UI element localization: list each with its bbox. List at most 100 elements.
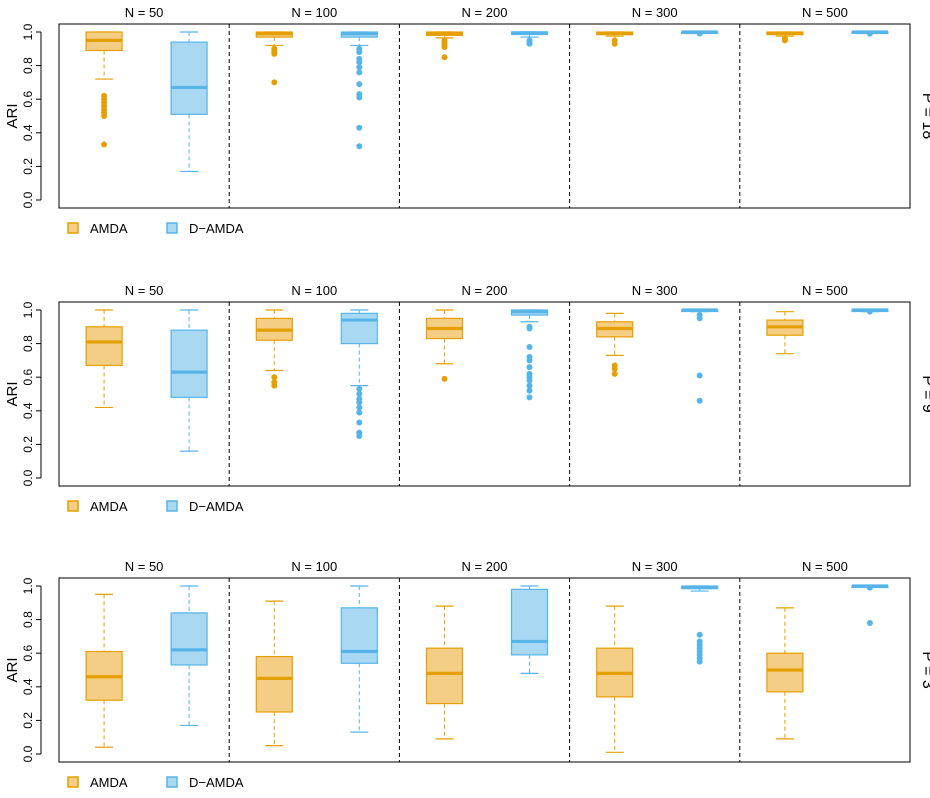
damda-box-1: [170, 309, 208, 452]
category-label: N = 300: [632, 5, 678, 20]
y-tick-label: 0.8: [21, 335, 35, 352]
outlier-point: [356, 419, 363, 426]
outlier-point: [696, 397, 703, 404]
outlier-point: [696, 312, 703, 319]
panel-3: N = 50 N = 100 N = 200 N = 300 N = 500 0.0 0.2…: [4, 559, 930, 790]
category-label: N = 200: [462, 283, 508, 298]
legend-item-damda: D−AMDA: [166, 775, 244, 790]
legend-swatch: [166, 222, 178, 234]
outlier-point: [526, 354, 533, 361]
outlier-point: [866, 30, 873, 37]
panel-label: P = 3: [919, 651, 930, 689]
legend-label: AMDA: [90, 775, 128, 790]
legend-item-amda: AMDA: [67, 775, 128, 790]
outlier-point: [271, 45, 278, 52]
outlier-point: [781, 35, 788, 42]
legend-label: AMDA: [90, 221, 128, 236]
damda-box-4: [681, 30, 719, 37]
damda-box-2: [340, 585, 378, 733]
category-label: N = 500: [802, 559, 848, 574]
category-label: N = 300: [632, 559, 678, 574]
amda-box-1: [85, 31, 123, 148]
category-label: N = 500: [802, 5, 848, 20]
outlier-point: [866, 619, 873, 626]
outlier-point: [696, 631, 703, 638]
legend-swatch: [166, 776, 178, 788]
legend-item-damda: D−AMDA: [166, 499, 244, 514]
outlier-point: [526, 394, 533, 401]
y-tick-label: 0.6: [21, 645, 35, 662]
category-label: N = 50: [125, 283, 164, 298]
category-label: N = 50: [125, 5, 164, 20]
damda-box-3: [510, 309, 549, 401]
y-tick-label: 0.8: [21, 611, 35, 628]
box-iqr: [510, 588, 549, 656]
outlier-point: [356, 91, 363, 98]
category-label: N = 200: [462, 5, 508, 20]
y-tick-label: 0.6: [21, 369, 35, 386]
outlier-point: [356, 45, 363, 52]
legend-item-amda: AMDA: [67, 221, 128, 236]
box-iqr: [255, 655, 293, 713]
outlier-point: [101, 92, 108, 99]
outlier-point: [866, 584, 873, 591]
y-axis-title: ARI: [4, 103, 21, 128]
damda-box-2: [340, 309, 378, 439]
amda-box-3: [425, 309, 464, 382]
legend-item-damda: D−AMDA: [166, 221, 244, 236]
y-tick-label: 0.4: [21, 402, 35, 419]
damda-box-1: [170, 31, 208, 173]
panel-2: N = 50 N = 100 N = 200 N = 300 N = 500 0.0 0.2…: [4, 283, 930, 514]
outlier-point: [611, 362, 618, 369]
outlier-point: [441, 37, 448, 44]
legend-label: D−AMDA: [189, 221, 244, 236]
y-tick-label: 0.0: [21, 745, 35, 762]
category-label: N = 100: [291, 559, 337, 574]
legend-label: D−AMDA: [189, 775, 244, 790]
box-iqr: [170, 612, 208, 666]
outlier-point: [356, 69, 363, 76]
damda-box-5: [851, 30, 889, 37]
amda-box-1: [85, 593, 123, 748]
y-tick-label: 0.4: [21, 678, 35, 695]
outlier-point: [101, 141, 108, 148]
legend-swatch: [67, 776, 79, 788]
y-tick-label: 0.0: [21, 469, 35, 486]
plot-frame: [58, 23, 911, 209]
damda-box-5: [851, 308, 889, 315]
outlier-point: [441, 375, 448, 382]
outlier-point: [526, 364, 533, 371]
damda-box-3: [510, 31, 549, 47]
amda-box-5: [766, 31, 804, 44]
outlier-point: [526, 387, 533, 394]
y-tick-label: 0.6: [21, 91, 35, 108]
amda-box-3: [425, 605, 464, 740]
outlier-point: [526, 323, 533, 330]
box-iqr: [340, 312, 378, 345]
amda-box-2: [255, 31, 293, 86]
box-iqr: [766, 652, 804, 693]
y-tick-label: 0.2: [21, 712, 35, 729]
panel-1: N = 50 N = 100 N = 200 N = 300 N = 500 0.0 0.2…: [4, 5, 930, 236]
amda-box-4: [596, 605, 634, 753]
legend-swatch: [67, 500, 79, 512]
category-label: N = 50: [125, 559, 164, 574]
legend-swatch: [67, 222, 79, 234]
outlier-point: [271, 79, 278, 86]
legend-swatch: [166, 500, 178, 512]
box-iqr: [340, 607, 378, 664]
amda-box-2: [255, 600, 293, 747]
y-tick-label: 1.0: [21, 301, 35, 318]
amda-box-2: [255, 309, 293, 389]
y-tick-label: 0.2: [21, 158, 35, 175]
outlier-point: [356, 55, 363, 62]
damda-box-4: [681, 308, 719, 404]
y-tick-label: 1.0: [21, 577, 35, 594]
outlier-point: [271, 379, 278, 386]
outlier-point: [526, 370, 533, 377]
damda-box-1: [170, 585, 208, 727]
y-tick-label: 0.2: [21, 436, 35, 453]
outlier-point: [356, 385, 363, 392]
panel-label: P = 18: [919, 93, 930, 140]
plot-frame: [58, 301, 911, 487]
